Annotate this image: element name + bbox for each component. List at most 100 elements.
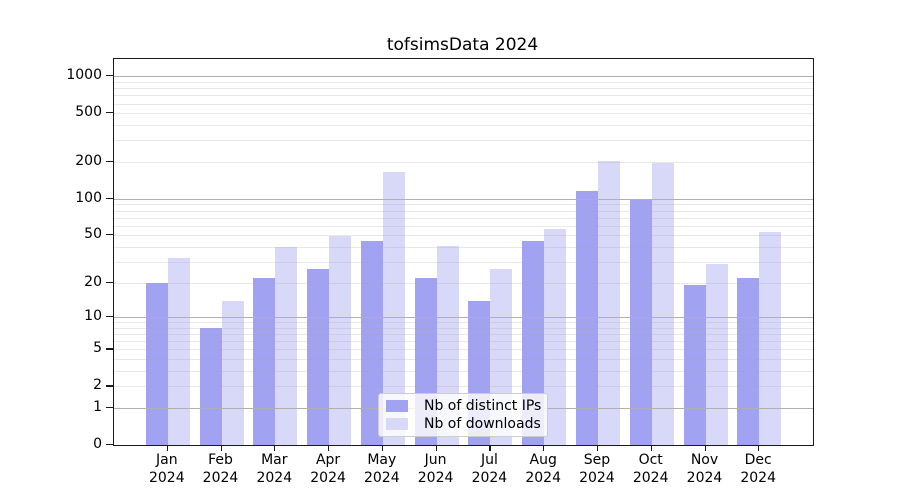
x-tick-label: Jan 2024 xyxy=(148,452,185,486)
x-tick-mark xyxy=(489,445,491,451)
legend-label: Nb of distinct IPs xyxy=(424,398,542,414)
x-tick-label: Oct 2024 xyxy=(632,452,669,486)
minor-gridline xyxy=(114,161,813,163)
minor-gridline xyxy=(114,359,813,361)
bar xyxy=(307,269,330,445)
bar xyxy=(329,236,352,445)
bar xyxy=(275,246,298,445)
bar xyxy=(382,171,405,445)
y-tick-mark xyxy=(106,112,113,114)
x-tick-label: Mar 2024 xyxy=(256,452,293,486)
minor-gridline xyxy=(114,125,813,127)
y-tick-mark xyxy=(106,160,113,163)
bar xyxy=(597,160,620,445)
y-tick-label: 1000 xyxy=(66,67,102,84)
x-tick-label: Feb 2024 xyxy=(202,452,239,486)
x-tick-mark xyxy=(274,445,276,451)
y-tick-label: 2 xyxy=(93,377,102,394)
bar xyxy=(759,232,782,445)
minor-gridline xyxy=(114,334,813,335)
bar xyxy=(253,277,276,445)
plot-area: Nb of distinct IPs Nb of downloads xyxy=(113,58,814,446)
y-tick-label: 5 xyxy=(93,340,102,357)
x-tick-mark xyxy=(543,445,545,451)
x-tick-mark xyxy=(704,445,706,451)
minor-gridline xyxy=(114,81,813,83)
major-gridline xyxy=(114,317,813,318)
bar xyxy=(737,277,760,445)
minor-gridline xyxy=(114,322,813,324)
minor-gridline xyxy=(114,371,813,372)
x-tick-label: Jul 2024 xyxy=(471,452,508,486)
x-tick-mark xyxy=(328,445,330,451)
minor-gridline xyxy=(114,88,813,90)
x-tick-mark xyxy=(166,445,168,451)
x-tick-label: Apr 2024 xyxy=(310,452,346,486)
minor-gridline xyxy=(114,327,813,329)
x-tick-mark xyxy=(220,445,222,451)
minor-gridline xyxy=(114,282,813,284)
y-tick-mark xyxy=(106,316,113,318)
y-tick-label: 10 xyxy=(84,308,102,324)
x-tick-label: Jun 2024 xyxy=(417,452,454,486)
y-tick-label: 50 xyxy=(84,226,102,243)
x-tick-label: Nov 2024 xyxy=(686,452,723,486)
minor-gridline xyxy=(114,204,813,206)
x-tick-mark xyxy=(435,445,437,451)
minor-gridline xyxy=(114,386,813,388)
bar xyxy=(544,229,567,445)
bar xyxy=(683,285,706,445)
x-tick-label: Dec 2024 xyxy=(740,452,776,486)
minor-gridline xyxy=(114,217,813,219)
minor-gridline xyxy=(114,261,813,263)
minor-gridline xyxy=(114,341,813,343)
gridlines-layer xyxy=(114,59,813,445)
x-tick-mark xyxy=(758,445,760,451)
legend-swatch-distinct-ips xyxy=(386,400,408,412)
y-tick-mark xyxy=(106,407,113,409)
minor-gridline xyxy=(114,225,813,227)
minor-gridline xyxy=(114,103,813,105)
minor-gridline xyxy=(114,349,813,351)
y-tick-mark xyxy=(106,75,113,77)
y-tick-mark xyxy=(106,444,113,446)
y-tick-mark xyxy=(106,281,113,283)
bar xyxy=(167,258,190,445)
minor-gridline xyxy=(114,210,813,212)
legend-item: Nb of downloads xyxy=(386,416,541,432)
bar xyxy=(360,240,383,445)
legend-item: Nb of distinct IPs xyxy=(386,398,542,414)
minor-gridline xyxy=(114,235,813,237)
bar xyxy=(629,199,652,445)
x-tick-label: May 2024 xyxy=(363,452,400,486)
minor-gridline xyxy=(114,95,813,97)
minor-gridline xyxy=(114,140,813,142)
x-tick-label: Sep 2024 xyxy=(579,452,615,486)
y-tick-mark xyxy=(106,197,113,199)
y-tick-label: 500 xyxy=(75,104,102,121)
y-tick-label: 200 xyxy=(75,152,102,169)
y-tick-mark xyxy=(106,348,113,350)
x-tick-label: Aug 2024 xyxy=(525,452,561,486)
y-tick-label: 100 xyxy=(75,189,102,206)
x-tick-mark xyxy=(381,445,383,451)
bar xyxy=(651,163,674,445)
bar xyxy=(705,263,728,445)
x-tick-mark xyxy=(596,445,599,451)
y-tick-label: 1 xyxy=(93,399,102,415)
major-gridline xyxy=(114,198,813,200)
bar xyxy=(199,327,222,445)
y-tick-label: 0 xyxy=(93,436,102,452)
major-gridline xyxy=(114,76,813,78)
chart-title: tofsimsData 2024 xyxy=(386,35,539,55)
y-tick-mark xyxy=(106,234,113,236)
y-tick-label: 20 xyxy=(84,273,102,290)
legend-swatch-downloads xyxy=(386,418,408,430)
y-tick-mark xyxy=(106,385,113,387)
legend-label: Nb of downloads xyxy=(424,416,541,432)
bar xyxy=(145,282,168,445)
minor-gridline xyxy=(114,246,813,248)
legend: Nb of distinct IPs Nb of downloads xyxy=(378,393,548,437)
minor-gridline xyxy=(114,113,813,115)
